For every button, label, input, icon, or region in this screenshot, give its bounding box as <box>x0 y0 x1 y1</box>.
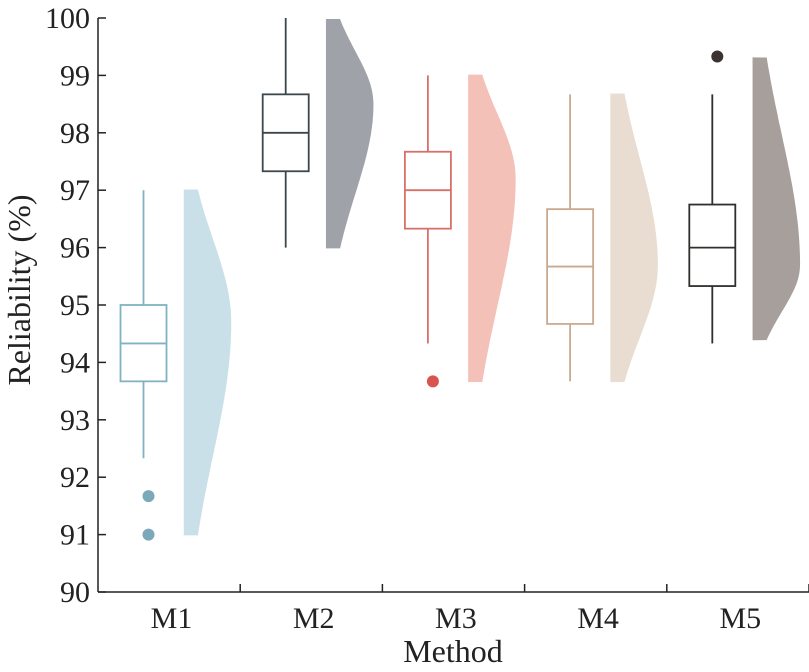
x-tick-label: M1 <box>151 602 193 635</box>
density-cloud-m1 <box>183 189 232 536</box>
y-tick-label: 90 <box>60 576 90 609</box>
y-tick-label: 92 <box>60 461 90 494</box>
series-m5 <box>688 50 801 344</box>
series-m3 <box>404 74 516 388</box>
density-cloud-m4 <box>610 93 658 383</box>
box-m5 <box>688 203 737 287</box>
series-m2 <box>261 18 374 249</box>
y-tick-label: 91 <box>60 519 90 552</box>
density-cloud-m5 <box>752 57 801 341</box>
outlier-point <box>711 50 724 63</box>
series-m4 <box>546 93 658 383</box>
x-tick-label: M4 <box>577 602 619 635</box>
outlier-point <box>142 490 155 503</box>
density-cloud-m2 <box>325 18 374 249</box>
y-tick-label: 99 <box>60 59 90 92</box>
density-cloud-m3 <box>468 74 516 383</box>
y-axis-title: Reliability (%) <box>1 194 37 385</box>
y-tick-label: 100 <box>45 2 90 35</box>
outlier-point <box>142 528 155 541</box>
y-tick-label: 93 <box>60 404 90 437</box>
x-tick-label: M3 <box>435 602 477 635</box>
y-tick-label: 95 <box>60 289 90 322</box>
y-tick-label: 98 <box>60 117 90 150</box>
y-tick-label: 96 <box>60 232 90 265</box>
series-m1 <box>119 189 232 541</box>
y-tick-label: 94 <box>60 346 90 379</box>
outlier-point <box>426 375 439 388</box>
x-axis-title: Method <box>403 633 503 669</box>
x-tick-label: M5 <box>719 602 761 635</box>
x-tick-label: M2 <box>293 602 335 635</box>
y-tick-label: 97 <box>60 174 90 207</box>
